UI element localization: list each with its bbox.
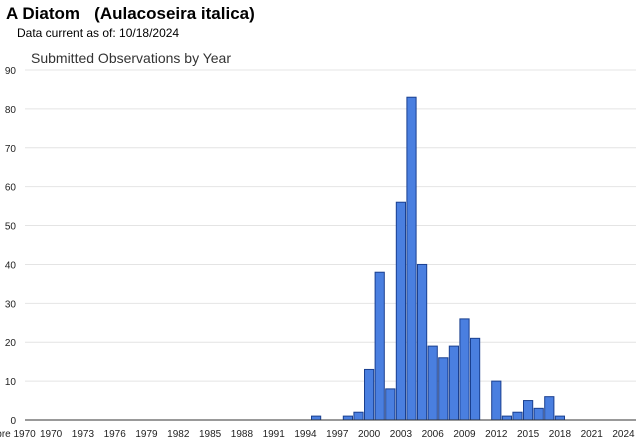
y-tick-label: 50	[5, 222, 17, 233]
x-tick-label: 1982	[167, 429, 190, 440]
bar-2009[interactable]	[459, 318, 470, 421]
data-current-label: Data current as of: 10/18/2024	[17, 26, 180, 40]
bar-2005[interactable]	[417, 263, 428, 421]
page-header: A Diatom (Aulacoseira italica) Data curr…	[6, 4, 255, 40]
x-tick-label: 2015	[517, 429, 540, 440]
bar-1995[interactable]	[311, 415, 322, 421]
y-tick-label: 10	[5, 377, 17, 388]
bar-1999[interactable]	[353, 411, 364, 421]
y-tick-label: 20	[5, 338, 17, 349]
bar-2017[interactable]	[544, 396, 555, 421]
x-tick-label: 1979	[135, 429, 158, 440]
bar-2002[interactable]	[385, 388, 396, 421]
y-tick-label: 70	[5, 144, 17, 155]
x-tick-label: 2018	[549, 429, 572, 440]
x-tick-label: 2024	[612, 429, 635, 440]
bar-2012[interactable]	[491, 380, 502, 421]
y-tick-label: 60	[5, 183, 17, 194]
bar-2016[interactable]	[533, 407, 544, 421]
bar-2018[interactable]	[554, 415, 565, 421]
x-tick-label: 1997	[326, 429, 349, 440]
x-tick-label: 2006	[422, 429, 445, 440]
y-tick-label: 30	[5, 299, 17, 310]
bar-2015[interactable]	[523, 400, 534, 421]
page-title: A Diatom (Aulacoseira italica)	[6, 4, 255, 23]
chart-title: Submitted Observations by Year	[31, 50, 231, 66]
x-tick-label: 1976	[104, 429, 127, 440]
bar-2010[interactable]	[470, 337, 481, 421]
x-tick-label: 2012	[485, 429, 508, 440]
x-tick-label: pre 1970	[0, 429, 36, 440]
x-tick-label: 1994	[294, 429, 317, 440]
bar-2013[interactable]	[501, 415, 512, 421]
x-tick-label: 1970	[40, 429, 63, 440]
bar-2000[interactable]	[364, 368, 375, 421]
x-tick-label: 1985	[199, 429, 222, 440]
bar-2006[interactable]	[427, 345, 438, 421]
bar-1998[interactable]	[342, 415, 353, 421]
y-tick-label: 40	[5, 260, 17, 271]
bar-2004[interactable]	[406, 96, 417, 421]
x-tick-label: 1973	[72, 429, 95, 440]
y-tick-label: 90	[5, 66, 17, 77]
x-tick-label: 2009	[453, 429, 476, 440]
x-tick-label: 2021	[581, 429, 604, 440]
x-tick-label: 2003	[390, 429, 413, 440]
bar-2008[interactable]	[448, 345, 459, 421]
bar-2001[interactable]	[374, 271, 385, 421]
bar-2014[interactable]	[512, 411, 523, 421]
x-tick-label: 1991	[263, 429, 286, 440]
x-tick-label: 2000	[358, 429, 381, 440]
y-tick-label: 80	[5, 105, 17, 116]
bar-2003[interactable]	[395, 201, 406, 421]
bar-2007[interactable]	[438, 357, 449, 421]
x-tick-label: 1988	[231, 429, 254, 440]
y-tick-label: 0	[10, 416, 16, 427]
